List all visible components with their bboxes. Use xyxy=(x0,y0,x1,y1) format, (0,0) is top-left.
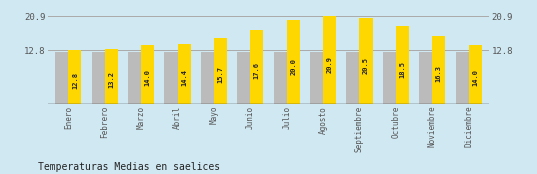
Bar xyxy=(273,52,287,104)
Text: 20.0: 20.0 xyxy=(290,58,296,75)
Text: 20.5: 20.5 xyxy=(363,57,369,74)
Text: 15.7: 15.7 xyxy=(217,66,223,83)
Bar xyxy=(141,45,154,104)
Bar xyxy=(419,52,432,104)
Bar xyxy=(432,36,445,104)
Bar xyxy=(383,52,396,104)
Bar xyxy=(237,52,250,104)
Text: 14.0: 14.0 xyxy=(144,69,151,86)
Bar xyxy=(55,52,68,104)
Text: 13.2: 13.2 xyxy=(108,71,114,88)
Bar xyxy=(214,38,227,104)
Bar xyxy=(92,52,105,104)
Text: 14.0: 14.0 xyxy=(472,69,478,86)
Text: 14.4: 14.4 xyxy=(181,69,187,86)
Bar xyxy=(469,45,482,104)
Bar xyxy=(396,26,409,104)
Bar xyxy=(455,52,469,104)
Bar xyxy=(164,52,178,104)
Bar xyxy=(346,52,359,104)
Bar xyxy=(128,52,141,104)
Text: 16.3: 16.3 xyxy=(436,65,442,82)
Text: 12.8: 12.8 xyxy=(72,72,78,89)
Bar xyxy=(105,49,118,104)
Bar xyxy=(310,52,323,104)
Bar xyxy=(178,44,191,104)
Text: 18.5: 18.5 xyxy=(400,61,405,78)
Text: 20.9: 20.9 xyxy=(326,56,332,73)
Bar xyxy=(323,16,336,104)
Text: 17.6: 17.6 xyxy=(254,62,260,80)
Bar xyxy=(250,30,264,104)
Text: Temperaturas Medias en saelices: Temperaturas Medias en saelices xyxy=(38,162,220,172)
Bar xyxy=(287,20,300,104)
Bar xyxy=(68,50,82,104)
Bar xyxy=(359,18,373,104)
Bar xyxy=(201,52,214,104)
